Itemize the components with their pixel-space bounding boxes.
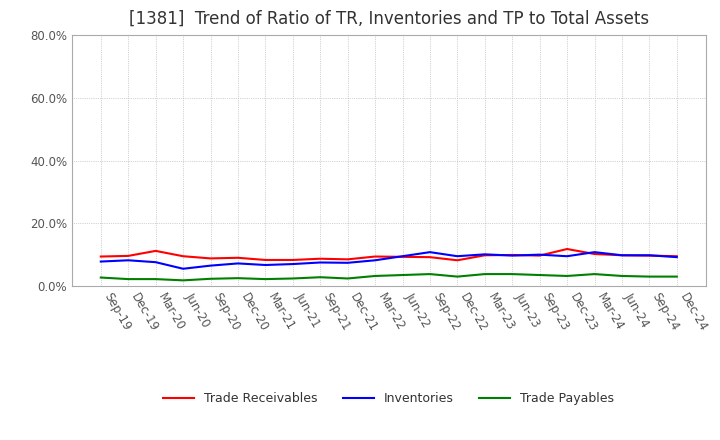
Trade Receivables [261,257,270,263]
Trade Receivables [480,253,489,258]
Trade Payables [590,271,599,277]
Inventories [343,260,352,265]
Trade Payables [289,276,297,281]
Inventories [233,261,242,266]
Trade Receivables [179,253,187,259]
Trade Payables [96,275,105,280]
Trade Payables [618,273,626,279]
Trade Payables [233,275,242,281]
Trade Payables [536,272,544,278]
Inventories [371,258,379,263]
Trade Receivables [453,258,462,263]
Trade Receivables [398,254,407,260]
Trade Receivables [508,252,516,257]
Inventories [124,258,132,263]
Trade Receivables [206,256,215,261]
Title: [1381]  Trend of Ratio of TR, Inventories and TP to Total Assets: [1381] Trend of Ratio of TR, Inventories… [129,10,649,28]
Inventories [179,266,187,271]
Trade Receivables [316,256,325,261]
Inventories [508,253,516,258]
Inventories [398,253,407,259]
Trade Receivables [426,254,434,260]
Trade Receivables [343,257,352,262]
Trade Payables [261,276,270,282]
Line: Inventories: Inventories [101,252,677,269]
Trade Receivables [618,253,626,258]
Trade Payables [151,276,160,282]
Trade Payables [316,275,325,280]
Inventories [151,260,160,265]
Trade Payables [179,278,187,283]
Inventories [261,262,270,268]
Inventories [536,252,544,257]
Trade Payables [563,273,572,279]
Line: Trade Receivables: Trade Receivables [101,249,677,260]
Trade Receivables [590,251,599,257]
Inventories [206,263,215,268]
Trade Payables [343,276,352,281]
Trade Payables [371,273,379,279]
Trade Receivables [124,253,132,259]
Trade Receivables [233,255,242,260]
Trade Receivables [536,253,544,258]
Inventories [590,249,599,255]
Trade Payables [672,274,681,279]
Trade Receivables [563,246,572,252]
Trade Receivables [289,257,297,263]
Inventories [453,253,462,259]
Inventories [480,252,489,257]
Trade Payables [453,274,462,279]
Trade Payables [508,271,516,277]
Trade Receivables [645,253,654,258]
Trade Payables [398,272,407,278]
Inventories [316,260,325,265]
Trade Payables [426,271,434,277]
Inventories [96,259,105,264]
Trade Receivables [672,253,681,259]
Trade Payables [206,276,215,282]
Trade Receivables [151,248,160,253]
Inventories [672,254,681,260]
Trade Receivables [371,254,379,259]
Legend: Trade Receivables, Inventories, Trade Payables: Trade Receivables, Inventories, Trade Pa… [158,387,619,410]
Trade Payables [645,274,654,279]
Inventories [426,249,434,255]
Inventories [289,261,297,267]
Trade Payables [124,276,132,282]
Inventories [618,253,626,258]
Line: Trade Payables: Trade Payables [101,274,677,280]
Trade Receivables [96,254,105,259]
Inventories [645,253,654,258]
Trade Payables [480,271,489,277]
Inventories [563,253,572,259]
